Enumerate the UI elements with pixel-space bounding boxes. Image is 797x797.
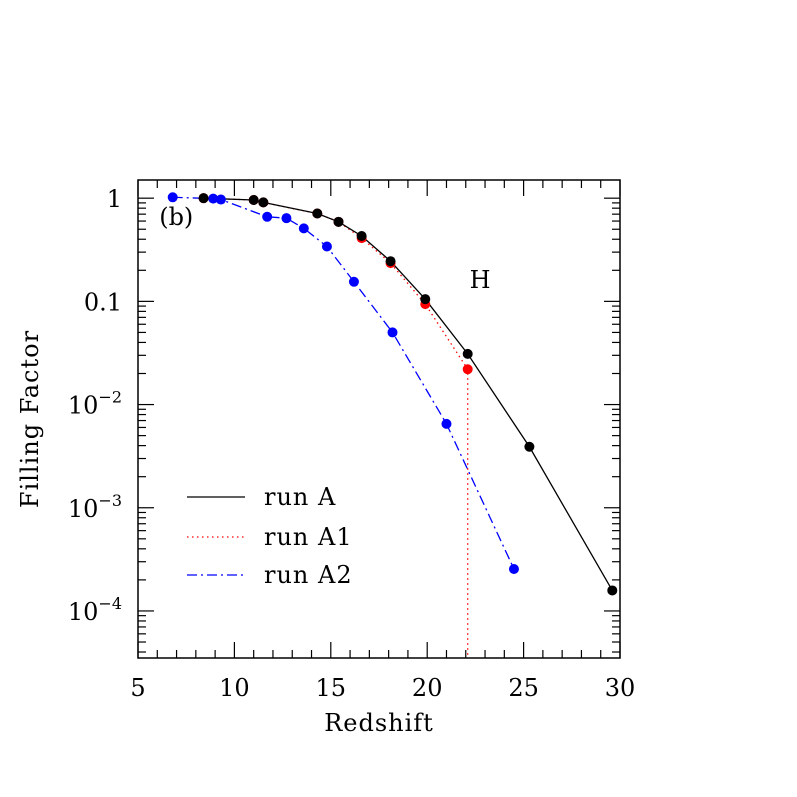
- y-tick-label: 1: [107, 185, 122, 213]
- data-point-run-a: [607, 585, 618, 596]
- x-tick-label: 10: [219, 674, 250, 702]
- x-axis-label: Redshift: [324, 709, 434, 737]
- y-tick-label-base: 10: [68, 598, 99, 626]
- y-tick-label: 10−4: [68, 594, 122, 626]
- legend-label-run-a: run A: [264, 483, 336, 511]
- legend-label-run-a2: run A2: [264, 561, 353, 589]
- y-tick-label-base: 1: [107, 185, 122, 213]
- data-point-run-a: [524, 441, 535, 452]
- x-tick-label: 30: [605, 674, 636, 702]
- series-line-run-a1: [203, 197, 469, 658]
- y-tick-label-base: 10: [68, 392, 99, 420]
- y-tick-label: 10−3: [68, 491, 122, 523]
- data-point-run-a1: [462, 364, 473, 375]
- data-point-run-a2: [508, 563, 519, 574]
- ticks-layer: [137, 180, 621, 658]
- x-tick-label: 25: [508, 674, 539, 702]
- legend: run A run A1 run A2: [187, 483, 353, 589]
- data-point-run-a2: [215, 194, 226, 205]
- series-layer: [167, 192, 618, 658]
- data-point-run-a2: [208, 193, 219, 204]
- x-tick-label: 5: [130, 674, 145, 702]
- y-tick-label-exponent: −4: [98, 594, 122, 613]
- data-point-run-a: [462, 348, 473, 359]
- y-tick-label: 0.1: [84, 288, 122, 316]
- data-point-run-a: [312, 208, 323, 219]
- y-tick-label-base: 0.1: [84, 288, 122, 316]
- y-axis-label: Filling Factor: [16, 330, 44, 508]
- data-point-run-a2: [387, 327, 398, 338]
- data-point-run-a: [198, 193, 209, 204]
- data-point-run-a: [356, 230, 367, 241]
- y-tick-label-exponent: −3: [98, 491, 122, 510]
- data-point-run-a: [420, 294, 431, 305]
- data-point-run-a2: [167, 192, 178, 203]
- data-point-run-a2: [321, 241, 332, 252]
- data-point-run-a2: [298, 223, 309, 234]
- data-point-run-a2: [262, 211, 273, 222]
- annotation-label: (b): [159, 203, 193, 231]
- data-point-run-a: [258, 197, 269, 208]
- x-tick-label: 15: [316, 674, 347, 702]
- legend-label-run-a1: run A1: [264, 523, 353, 551]
- annotation-label: H: [470, 266, 491, 294]
- y-tick-label: 10−2: [68, 388, 122, 420]
- data-point-run-a2: [441, 418, 452, 429]
- y-tick-label-exponent: −2: [98, 388, 122, 407]
- x-tick-label: 20: [412, 674, 443, 702]
- data-point-run-a: [385, 256, 396, 267]
- series-line-run-a2: [172, 196, 515, 570]
- annotations: (b) H: [159, 203, 490, 294]
- data-point-run-a2: [348, 276, 359, 287]
- data-point-run-a2: [281, 213, 292, 224]
- plot-frame: [137, 179, 621, 659]
- data-point-run-a: [248, 195, 259, 206]
- data-point-run-a: [333, 216, 344, 227]
- y-tick-label-base: 10: [68, 495, 99, 523]
